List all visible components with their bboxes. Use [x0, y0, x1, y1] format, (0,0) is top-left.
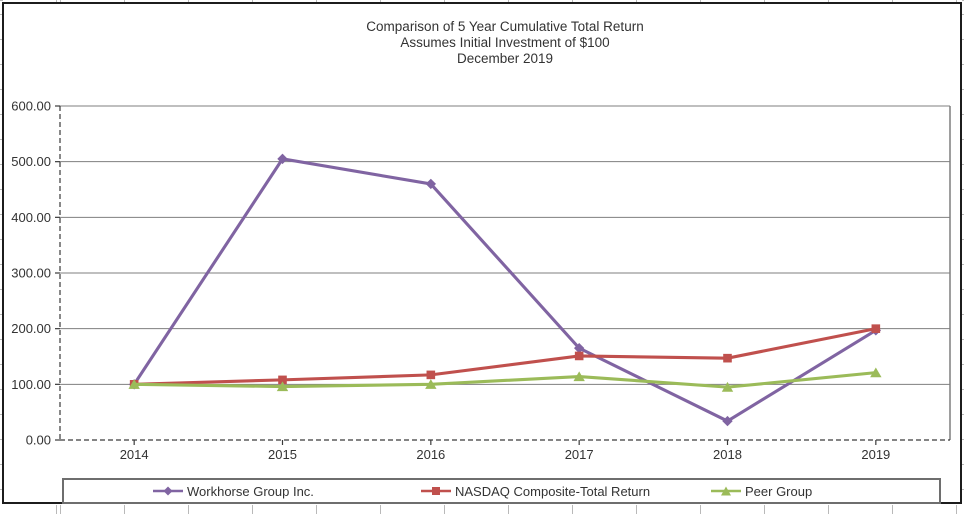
- series-line-peer-group: [134, 371, 876, 389]
- x-tick-labels: 2014 2015 2016 2017 2018 2019: [120, 447, 891, 462]
- y-tick-label: 500.00: [11, 154, 51, 169]
- chart-subtitle: Assumes Initial Investment of $100: [400, 35, 610, 50]
- legend-label: NASDAQ Composite-Total Return: [455, 483, 651, 499]
- legend-item-workhorse-group-inc: Workhorse Group Inc.: [153, 480, 314, 502]
- y-tick-label: 0.00: [26, 433, 51, 448]
- series-peer-group: [128, 367, 882, 392]
- y-tick-label: 400.00: [11, 210, 51, 225]
- legend-item-nasdaq-composite-total-return: NASDAQ Composite-Total Return: [421, 480, 650, 502]
- x-tick-label: 2018: [713, 447, 742, 462]
- x-tick-label: 2016: [416, 447, 445, 462]
- triangle-marker-icon: [711, 486, 741, 496]
- x-tick-label: 2017: [565, 447, 594, 462]
- square-marker-icon: [421, 487, 451, 495]
- y-tick-label: 300.00: [11, 266, 51, 281]
- chart-title: Comparison of 5 Year Cumulative Total Re…: [366, 19, 644, 34]
- legend-label: Peer Group: [745, 483, 813, 499]
- y-tick-label: 200.00: [11, 321, 51, 336]
- y-tick-label: 600.00: [11, 99, 51, 114]
- y-tick-label: 100.00: [11, 377, 51, 392]
- chart-title-block: Comparison of 5 Year Cumulative Total Re…: [60, 19, 950, 67]
- series-line-nasdaq-composite-total-return: [134, 327, 877, 386]
- diamond-marker-icon: [153, 486, 183, 496]
- legend-label: Workhorse Group Inc.: [187, 483, 314, 499]
- y-tick-labels: 0.00 100.00 200.00 300.00 400.00 500.00 600.00: [11, 99, 51, 448]
- x-tick-label: 2014: [120, 447, 149, 462]
- x-tick-label: 2015: [268, 447, 297, 462]
- legend-item-peer-group: Peer Group: [711, 480, 812, 502]
- x-tick-label: 2019: [861, 447, 890, 462]
- series-markers-peer-group: [128, 367, 882, 392]
- axis-ticks: [55, 105, 877, 445]
- y-gridlines: [60, 105, 950, 385]
- chart-date: December 2019: [456, 51, 554, 66]
- series-line-workhorse-group-inc: [132, 157, 877, 423]
- legend: Workhorse Group Inc. NASDAQ Composite-Tot…: [62, 478, 941, 504]
